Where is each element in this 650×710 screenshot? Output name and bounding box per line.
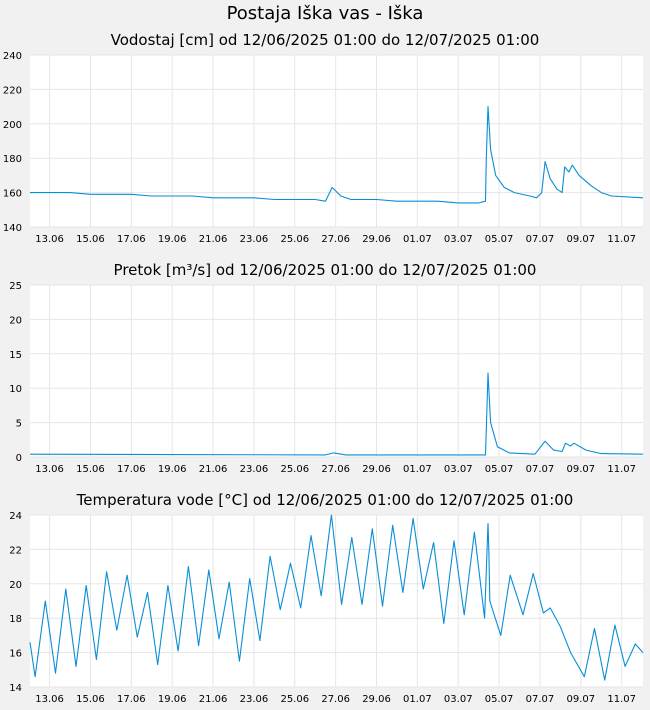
x-tick-label: 03.07 <box>444 464 473 475</box>
x-tick-label: 01.07 <box>403 694 432 705</box>
x-tick-label: 27.06 <box>321 464 350 475</box>
y-tick-label: 22 <box>9 545 22 556</box>
x-tick-label: 11.07 <box>607 234 636 245</box>
page-title: Postaja Iška vas - Iška <box>226 3 424 24</box>
plot-area <box>30 285 643 457</box>
x-tick-label: 27.06 <box>321 234 350 245</box>
water-temperature-chart: 14 16 18 20 22 24 13.06 15.06 17.06 19.06 21.06 23.… <box>9 511 644 705</box>
x-tick-label: 07.07 <box>526 464 555 475</box>
x-tick-label: 15.06 <box>76 234 105 245</box>
y-tick-label: 200 <box>3 120 22 131</box>
x-tick-label: 05.07 <box>485 234 514 245</box>
x-tick-label: 05.07 <box>485 694 514 705</box>
x-tick-label: 15.06 <box>76 464 105 475</box>
x-tick-label: 23.06 <box>240 234 269 245</box>
x-tick-label: 27.06 <box>321 694 350 705</box>
x-tick-label: 09.07 <box>567 234 596 245</box>
x-tick-label: 09.07 <box>567 694 596 705</box>
y-tick-label: 24 <box>9 511 22 522</box>
series-line <box>29 372 644 456</box>
x-tick-label: 07.07 <box>526 234 555 245</box>
discharge-chart: 0 5 10 15 20 25 13.06 15.06 17.06 19.06 21.06 23.06… <box>9 281 644 475</box>
y-tick-label: 240 <box>3 51 22 62</box>
y-tick-label: 10 <box>9 384 22 395</box>
x-tick-label: 07.07 <box>526 694 555 705</box>
y-tick-label: 20 <box>9 580 22 591</box>
x-tick-label: 01.07 <box>403 234 432 245</box>
chart-title-water-temperature: Temperatura vode [°C] od 12/06/2025 01:0… <box>76 491 574 509</box>
x-tick-label: 23.06 <box>240 464 269 475</box>
y-tick-label: 25 <box>9 281 22 292</box>
x-tick-label: 01.07 <box>403 464 432 475</box>
x-tick-label: 03.07 <box>444 694 473 705</box>
x-tick-label: 05.07 <box>485 464 514 475</box>
y-tick-label: 14 <box>9 683 22 694</box>
series-line <box>29 514 644 681</box>
y-tick-label: 16 <box>9 649 22 660</box>
plot-area <box>30 55 643 227</box>
y-tick-label: 5 <box>16 419 22 430</box>
x-tick-label: 25.06 <box>280 234 309 245</box>
y-tick-label: 15 <box>9 350 22 361</box>
x-tick-label: 13.06 <box>35 234 64 245</box>
x-tick-label: 17.06 <box>117 464 146 475</box>
x-tick-label: 21.06 <box>199 694 228 705</box>
x-tick-label: 21.06 <box>199 464 228 475</box>
y-tick-label: 180 <box>3 154 22 165</box>
x-tick-label: 29.06 <box>362 694 391 705</box>
y-tick-label: 18 <box>9 614 22 625</box>
x-tick-label: 17.06 <box>117 234 146 245</box>
water-level-chart: 140 160 180 200 220 240 13.06 15.06 17.06 19.06 21… <box>3 51 644 245</box>
x-tick-label: 11.07 <box>607 464 636 475</box>
x-tick-label: 03.07 <box>444 234 473 245</box>
y-tick-label: 160 <box>3 189 22 200</box>
chart-title-discharge: Pretok [m³/s] od 12/06/2025 01:00 do 12/… <box>113 261 537 279</box>
x-tick-label: 19.06 <box>158 464 187 475</box>
x-tick-label: 17.06 <box>117 694 146 705</box>
chart-title-water-level: Vodostaj [cm] od 12/06/2025 01:00 do 12/… <box>110 31 540 49</box>
x-tick-label: 29.06 <box>362 464 391 475</box>
x-tick-label: 29.06 <box>362 234 391 245</box>
x-tick-label: 19.06 <box>158 694 187 705</box>
x-tick-label: 09.07 <box>567 464 596 475</box>
x-tick-label: 21.06 <box>199 234 228 245</box>
y-tick-label: 220 <box>3 85 22 96</box>
x-tick-label: 25.06 <box>280 464 309 475</box>
x-tick-label: 15.06 <box>76 694 105 705</box>
y-tick-label: 0 <box>16 453 22 464</box>
y-tick-label: 140 <box>3 223 22 234</box>
y-tick-label: 20 <box>9 315 22 326</box>
x-tick-label: 25.06 <box>280 694 309 705</box>
x-tick-label: 11.07 <box>607 694 636 705</box>
x-tick-label: 13.06 <box>35 694 64 705</box>
series-line <box>30 106 644 204</box>
x-tick-label: 23.06 <box>240 694 269 705</box>
x-tick-label: 13.06 <box>35 464 64 475</box>
x-tick-label: 19.06 <box>158 234 187 245</box>
